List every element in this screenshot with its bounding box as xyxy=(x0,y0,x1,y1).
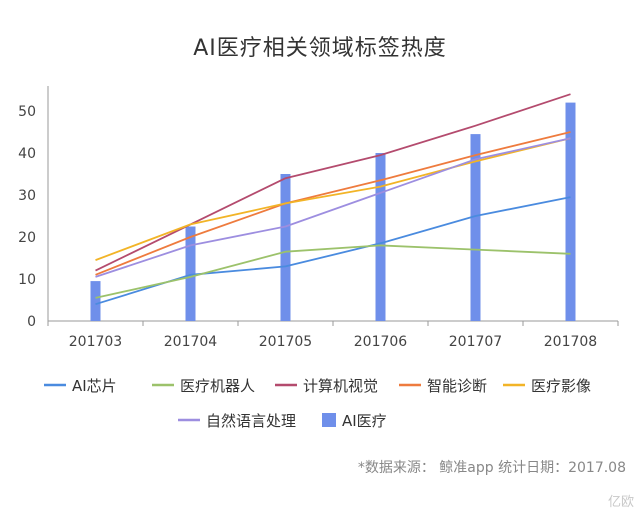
legend-swatch xyxy=(322,413,336,427)
series-line-2 xyxy=(95,93,571,272)
bar-ai-medical xyxy=(375,153,386,321)
bar-ai-medical xyxy=(185,226,196,321)
y-tick-label: 0 xyxy=(27,314,36,330)
y-tick-label: 20 xyxy=(18,230,36,246)
x-tick-label: 201704 xyxy=(164,334,218,350)
x-tick-label: 201708 xyxy=(544,334,597,350)
watermark: 亿欧 xyxy=(607,495,634,510)
y-tick-label: 30 xyxy=(18,188,36,204)
bar-ai-medical xyxy=(90,281,101,321)
legend-label: 智能诊断 xyxy=(427,377,487,395)
x-tick-label: 201707 xyxy=(449,334,502,350)
series-line-5 xyxy=(95,137,571,278)
chart-title: AI医疗相关领域标签热度 xyxy=(193,36,447,61)
lines xyxy=(95,93,571,306)
y-tick-label: 10 xyxy=(18,272,36,288)
axes: 0 10 20 30 40 50 201703 201704 201705 201706 20170… xyxy=(18,86,619,350)
bar-ai-medical xyxy=(470,134,481,321)
bar-ai-medical xyxy=(280,174,291,321)
x-tick-label: 201705 xyxy=(259,334,312,350)
bars xyxy=(90,102,576,321)
series-line-1 xyxy=(95,244,571,299)
bar-ai-medical xyxy=(565,102,576,321)
legend-label: 计算机视觉 xyxy=(303,377,378,395)
source-note: *数据来源： 鲸准app 统计日期：2017.08 xyxy=(357,460,626,476)
x-tick-label: 201703 xyxy=(69,334,122,350)
x-tick-label: 201706 xyxy=(354,334,408,350)
legend-label: 自然语言处理 xyxy=(206,412,296,430)
y-tick-label: 40 xyxy=(18,146,36,162)
series-line-4 xyxy=(95,137,571,261)
legend-label: 医疗机器人 xyxy=(180,377,255,395)
legend-label: 医疗影像 xyxy=(531,377,591,395)
y-tick-label: 50 xyxy=(18,104,36,120)
series-line-3 xyxy=(95,131,571,276)
legend-label: AI芯片 xyxy=(72,377,117,395)
legend-label: AI医疗 xyxy=(342,412,387,430)
